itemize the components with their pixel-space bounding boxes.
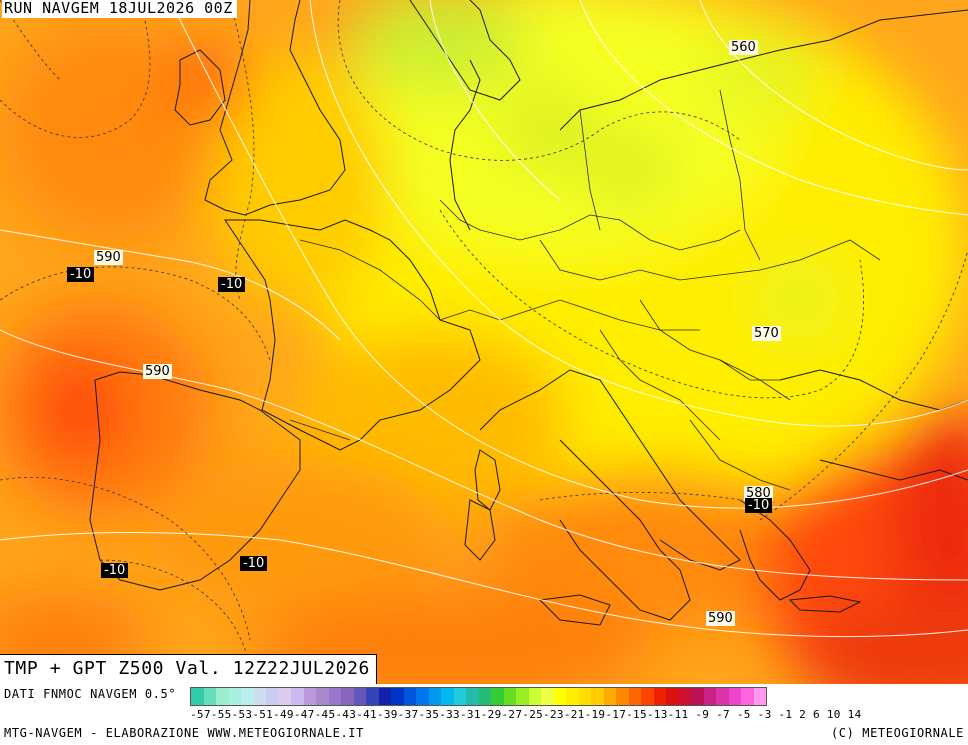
- temperature-field: [0, 0, 968, 684]
- tmp-contour-label: -10: [240, 556, 268, 571]
- colorbar-swatch: [228, 688, 241, 705]
- colorbar-swatch: [653, 688, 666, 705]
- colorbar-swatch: [291, 688, 304, 705]
- colorbar-swatch: [541, 688, 554, 705]
- colorbar-swatch: [641, 688, 654, 705]
- colorbar-swatch: [691, 688, 704, 705]
- gpt-contour-label: 580: [744, 486, 773, 501]
- colorbar-swatch: [466, 688, 479, 705]
- temperature-contours: [0, 0, 968, 684]
- colorbar-swatch: [378, 688, 391, 705]
- tmp-contour-label: -10: [218, 277, 246, 292]
- colorbar-swatch: [716, 688, 729, 705]
- colorbar-swatch: [403, 688, 416, 705]
- colorbar-swatch: [416, 688, 429, 705]
- coastlines: [89, 0, 968, 626]
- colorbar-swatch: [353, 688, 366, 705]
- colorbar-swatch: [616, 688, 629, 705]
- weather-map: RUN NAVGEM 18JUL2026 00Z 560 570 580 590…: [0, 0, 968, 684]
- colorbar-swatch: [266, 688, 279, 705]
- colorbar-swatch: [366, 688, 379, 705]
- colorbar-swatch: [328, 688, 341, 705]
- colorbar-swatch: [203, 688, 216, 705]
- run-label: RUN NAVGEM 18JUL2026 00Z: [2, 0, 237, 18]
- colorbar-swatch: [753, 688, 766, 705]
- tmp-contour-label: -10: [101, 563, 129, 578]
- colorbar-swatch: [728, 688, 741, 705]
- colorbar-swatch: [253, 688, 266, 705]
- credit-left: MTG-NAVGEM - ELABORAZIONE WWW.METEOGIORN…: [4, 726, 364, 740]
- colorbar-swatch: [741, 688, 754, 705]
- tmp-contour-label: -10: [67, 267, 95, 282]
- colorbar-swatch: [666, 688, 679, 705]
- borders: [289, 89, 881, 491]
- temperature-colorbar: [190, 687, 767, 706]
- gpt-contour-label: 570: [752, 326, 781, 341]
- gpt-contour-label: 590: [706, 611, 735, 626]
- gpt-contour-label: 590: [94, 250, 123, 265]
- colorbar-swatch: [503, 688, 516, 705]
- colorbar-swatch: [591, 688, 604, 705]
- colorbar-swatch: [678, 688, 691, 705]
- colorbar-swatch: [391, 688, 404, 705]
- map-title: TMP + GPT Z500 Val. 12Z22JUL2026: [0, 654, 377, 684]
- colorbar-swatch: [341, 688, 354, 705]
- colorbar-swatch: [478, 688, 491, 705]
- colorbar-tick-labels: -57-55-53-51-49-47-45-43-41-39-37-35-33-…: [190, 708, 862, 721]
- gpt-contour-label: 590: [143, 364, 172, 379]
- map-canvas: [0, 0, 968, 684]
- colorbar-swatch: [516, 688, 529, 705]
- credit-right: (C) METEOGIORNALE: [830, 726, 964, 740]
- gpt-contour-label: 560: [729, 40, 758, 55]
- colorbar-swatch: [191, 688, 204, 705]
- colorbar-swatch: [566, 688, 579, 705]
- geopotential-contours: [0, 0, 968, 638]
- colorbar-swatch: [603, 688, 616, 705]
- colorbar-swatch: [316, 688, 329, 705]
- colorbar-swatch: [628, 688, 641, 705]
- colorbar-swatch: [303, 688, 316, 705]
- tmp-contour-label: -10: [745, 498, 773, 513]
- colorbar-swatch: [428, 688, 441, 705]
- colorbar-swatch: [578, 688, 591, 705]
- colorbar-swatch: [528, 688, 541, 705]
- colorbar-swatch: [241, 688, 254, 705]
- data-source-label: DATI FNMOC NAVGEM 0.5°: [4, 687, 177, 701]
- colorbar-swatch: [491, 688, 504, 705]
- colorbar-swatch: [441, 688, 454, 705]
- colorbar-swatch: [453, 688, 466, 705]
- colorbar-swatch: [553, 688, 566, 705]
- legend-footer: DATI FNMOC NAVGEM 0.5° -57-55-53-51-49-4…: [0, 684, 968, 745]
- colorbar-swatch: [278, 688, 291, 705]
- colorbar-swatch: [216, 688, 229, 705]
- colorbar-swatch: [703, 688, 716, 705]
